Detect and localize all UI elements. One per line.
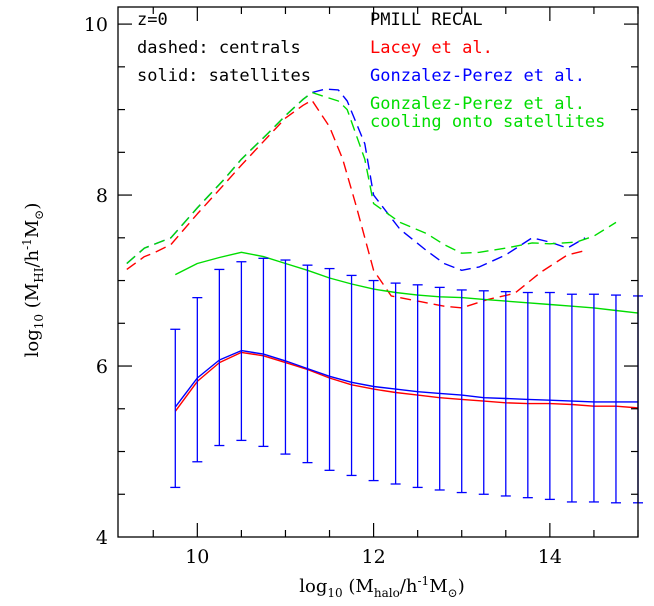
series-layer xyxy=(126,88,639,412)
y-tick-label: 4 xyxy=(96,527,108,549)
legend-gonzalez-perez-cooling-line2: cooling onto satellites xyxy=(370,112,605,132)
legend-gonzalez-perez: Gonzalez-Perez et al. xyxy=(370,66,585,86)
annotation-left: z=0 dashed: centrals solid: satellites xyxy=(137,10,311,86)
legend-lacey: Lacey et al. xyxy=(370,38,493,58)
error-bar xyxy=(236,261,247,442)
y-axis-title: log10 (MHI/h-1M⊙) xyxy=(20,203,46,358)
error-bar xyxy=(302,264,313,464)
legend: PMILL RECAL Lacey et al. Gonzalez-Perez … xyxy=(370,10,605,132)
series-line-1 xyxy=(126,88,586,271)
error-bar xyxy=(192,296,203,463)
y-tick-label: 8 xyxy=(96,185,108,207)
y-tick-label: 10 xyxy=(84,14,108,36)
error-bar xyxy=(478,290,489,495)
series-line-3 xyxy=(174,351,639,412)
error-bar xyxy=(522,291,533,499)
series-line-0 xyxy=(126,99,586,309)
error-bar xyxy=(588,293,599,503)
series-line-4 xyxy=(174,349,638,408)
error-bar xyxy=(566,293,577,503)
error-bar xyxy=(170,328,181,489)
y-tick-label: 6 xyxy=(96,356,108,378)
error-bar xyxy=(214,268,225,447)
x-tick-label: 12 xyxy=(361,546,385,568)
error-bar xyxy=(500,291,511,497)
error-bar xyxy=(434,286,445,491)
tick-layer: 10 12 14 4 6 8 10 xyxy=(84,7,639,568)
x-tick-label: 14 xyxy=(538,546,562,568)
error-bar xyxy=(456,289,467,494)
x-axis-title: log10 (Mhalo/h-1M⊙) xyxy=(299,574,464,600)
error-bar xyxy=(368,279,379,482)
legend-simulation: PMILL RECAL xyxy=(370,10,483,30)
series-line-2 xyxy=(126,91,617,265)
series-line-5 xyxy=(174,251,639,314)
error-bar xyxy=(346,274,357,477)
error-bar xyxy=(544,291,555,501)
error-bar xyxy=(280,259,291,455)
error-bar xyxy=(412,284,423,489)
error-bar xyxy=(610,294,621,504)
x-tick-label: 10 xyxy=(185,546,209,568)
annotation-redshift: z=0 xyxy=(137,10,168,30)
error-bar xyxy=(390,282,401,485)
annotation-dashed: dashed: centrals xyxy=(137,38,301,58)
annotation-solid: solid: satellites xyxy=(137,66,311,86)
error-bar xyxy=(258,257,269,448)
plot-frame xyxy=(117,6,639,538)
legend-gonzalez-perez-cooling-line1: Gonzalez-Perez et al. xyxy=(370,94,585,114)
errorbar-layer xyxy=(170,257,643,504)
error-bar xyxy=(324,267,335,471)
